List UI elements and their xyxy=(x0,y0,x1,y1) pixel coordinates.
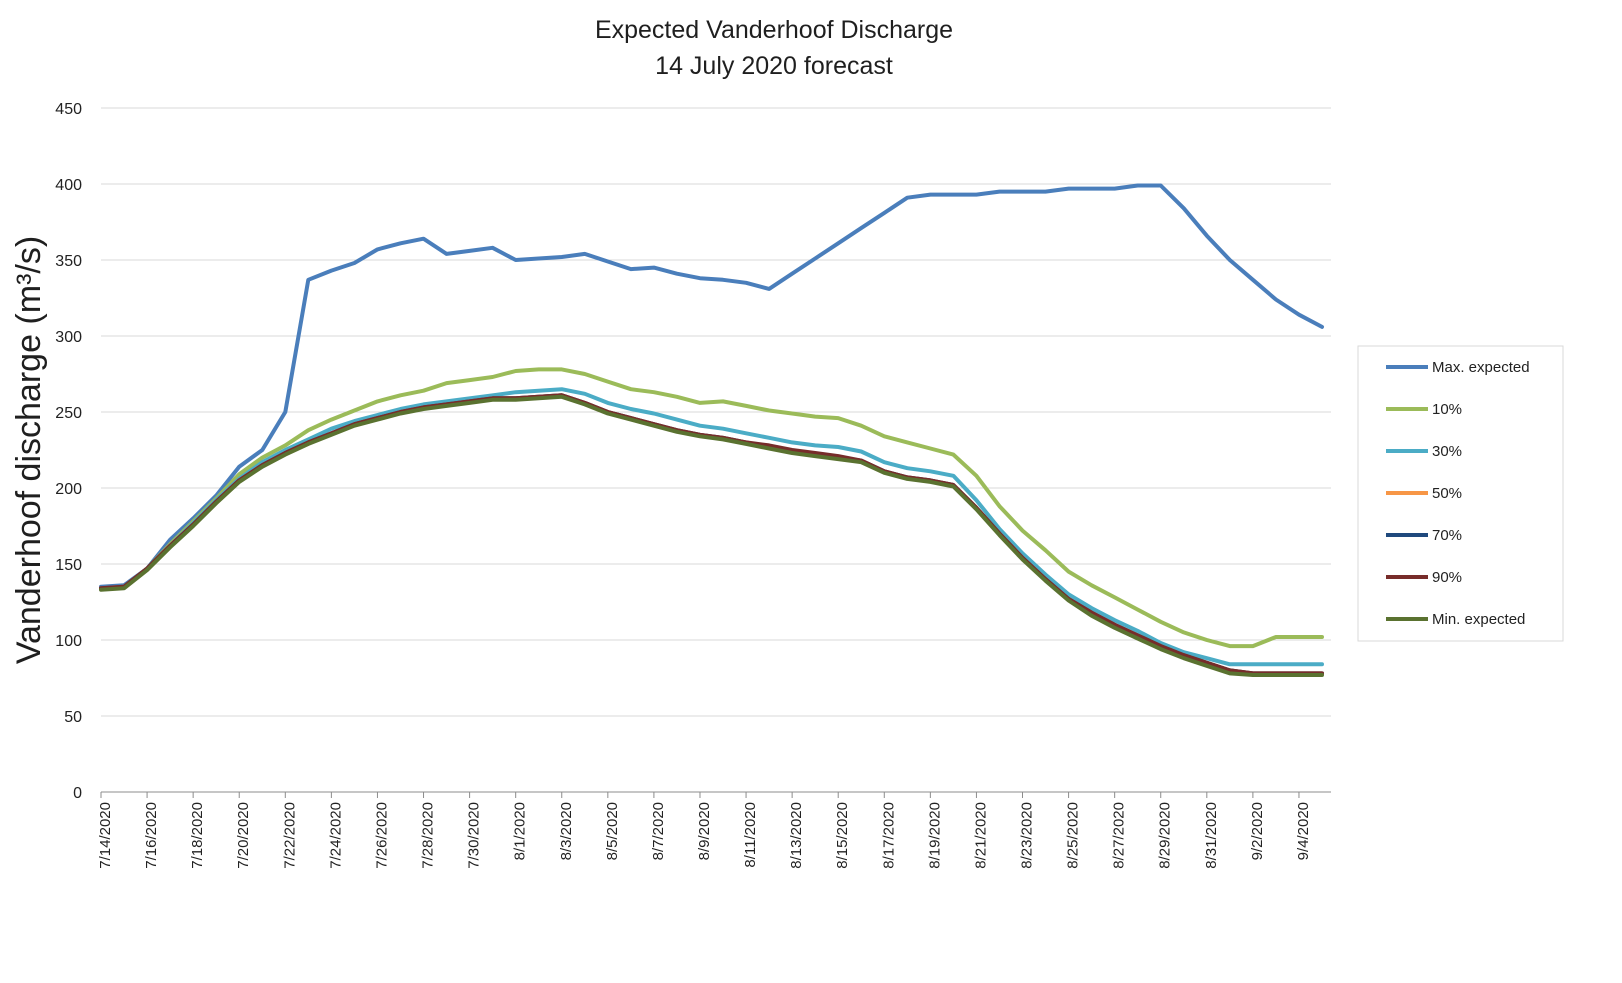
x-tick-label: 8/13/2020 xyxy=(788,802,805,869)
x-tick-label: 8/19/2020 xyxy=(926,802,943,869)
x-tick-label: 7/28/2020 xyxy=(420,802,437,869)
x-tick-label: 8/27/2020 xyxy=(1111,802,1128,869)
x-tick-label: 7/22/2020 xyxy=(281,802,298,869)
x-tick-label: 8/29/2020 xyxy=(1157,802,1174,869)
x-tick-label: 8/1/2020 xyxy=(512,802,529,860)
legend-label: 90% xyxy=(1432,569,1462,586)
series-line-2 xyxy=(99,367,1324,649)
legend-label: 10% xyxy=(1432,401,1462,418)
x-tick-label: 7/26/2020 xyxy=(374,802,391,869)
x-tick-label: 8/11/2020 xyxy=(742,802,759,868)
y-axis-ticks: 0 50 100 150 200 250 300 350 400 450 xyxy=(55,101,82,802)
x-tick-label: 8/21/2020 xyxy=(972,802,989,869)
x-tick-label: 8/31/2020 xyxy=(1203,802,1220,869)
y-tick-label: 100 xyxy=(55,633,82,650)
x-tick-label: 7/30/2020 xyxy=(466,802,483,869)
x-tick-label: 7/20/2020 xyxy=(235,802,252,869)
y-tick-label: 250 xyxy=(55,405,82,422)
x-tick-label: 8/23/2020 xyxy=(1019,802,1036,869)
x-tick-label: 7/18/2020 xyxy=(189,802,206,869)
chart-title: Expected Vanderhoof Discharge xyxy=(595,16,953,44)
legend-label: Max. expected xyxy=(1432,359,1530,376)
x-tick-label: 8/7/2020 xyxy=(650,802,667,860)
y-tick-label: 350 xyxy=(55,253,82,270)
y-tick-label: 300 xyxy=(55,329,82,346)
y-tick-label: 400 xyxy=(55,177,82,194)
x-tick-label: 8/5/2020 xyxy=(604,802,621,860)
legend-label: Min. expected xyxy=(1432,611,1525,628)
x-tick-label: 8/17/2020 xyxy=(880,802,897,869)
series-line-7 xyxy=(99,394,1324,677)
series-line-3 xyxy=(99,387,1324,667)
series-lines xyxy=(99,183,1324,677)
legend-label: 50% xyxy=(1432,485,1462,502)
x-tick-label: 9/4/2020 xyxy=(1295,802,1312,860)
x-tick-label: 7/14/2020 xyxy=(97,802,114,869)
legend-label: 70% xyxy=(1432,527,1462,544)
x-tick-label: 8/15/2020 xyxy=(834,802,851,869)
y-tick-label: 50 xyxy=(64,709,82,726)
legend: Max. expected 10% 30% 50% 70% 90% Min. expecte… xyxy=(1357,345,1564,642)
x-tick-label: 7/16/2020 xyxy=(143,802,160,869)
y-tick-label: 200 xyxy=(55,481,82,498)
gridlines xyxy=(101,107,1331,717)
legend-label: 30% xyxy=(1432,443,1462,460)
x-tick-label: 8/25/2020 xyxy=(1065,802,1082,869)
x-tick-label: 8/3/2020 xyxy=(558,802,575,860)
y-tick-label: 150 xyxy=(55,557,82,574)
x-tick-label: 9/2/2020 xyxy=(1249,802,1266,860)
x-axis: 7/14/2020 7/16/2020 7/18/2020 7/20/2020 7/22… xyxy=(97,791,1331,869)
chart-subtitle: 14 July 2020 forecast xyxy=(655,52,893,80)
x-tick-label: 7/24/2020 xyxy=(327,802,344,869)
y-tick-label: 0 xyxy=(73,785,82,802)
series-line-1 xyxy=(99,183,1324,589)
y-axis-title: Vanderhoof discharge (m³/s) xyxy=(10,236,48,664)
x-tick-label: 8/9/2020 xyxy=(696,802,713,860)
y-tick-label: 450 xyxy=(55,101,82,118)
